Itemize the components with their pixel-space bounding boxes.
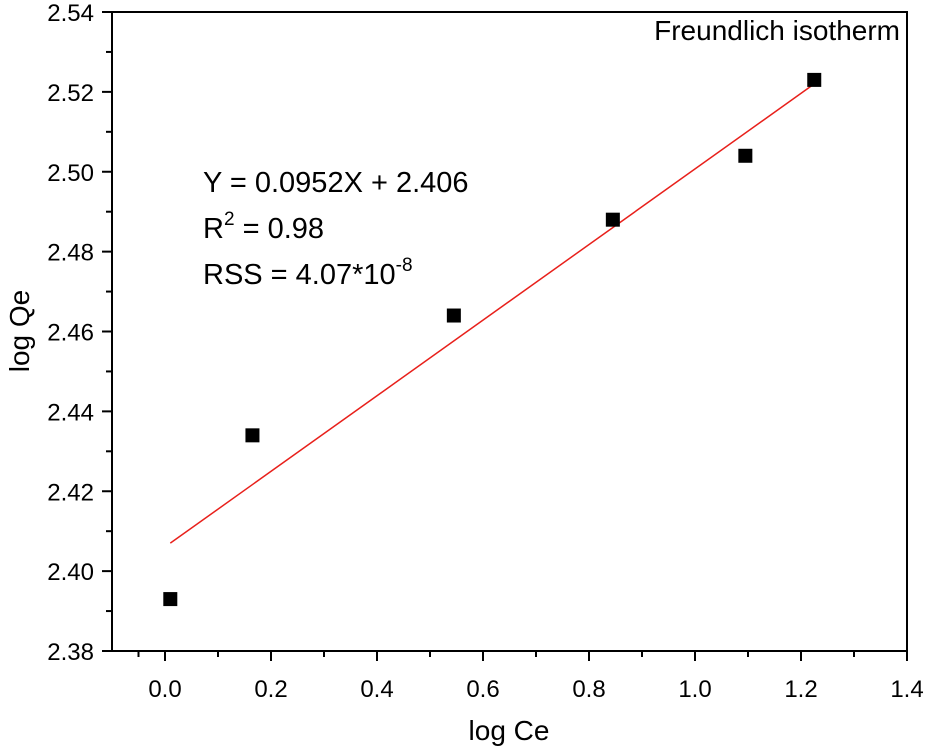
rss-superscript: -8 <box>396 255 413 276</box>
y-tick-label: 2.50 <box>47 160 94 187</box>
y-axis-ticks <box>102 11 112 652</box>
x-tick-label: 0.8 <box>572 676 605 703</box>
y-axis-tick-labels: 2.38 2.40 2.42 2.44 2.46 2.48 2.50 2.52 2.54 <box>47 0 94 666</box>
data-point <box>245 428 260 443</box>
x-axis-ticks <box>137 651 908 661</box>
fit-equation: Y = 0.0952X + 2.406 <box>203 167 469 199</box>
x-axis-title: log Ce <box>469 715 550 746</box>
x-tick-label: 0.0 <box>148 676 181 703</box>
r-squared: R2 = 0.98 <box>203 209 324 245</box>
y-tick-label: 2.46 <box>47 320 94 347</box>
x-tick-label: 0.4 <box>360 676 393 703</box>
rss-prefix: RSS = 4.07*10 <box>203 259 396 291</box>
r-squared-prefix: R <box>203 213 224 245</box>
y-axis-title: log Qe <box>4 290 35 373</box>
x-tick-label: 1.0 <box>678 676 711 703</box>
x-tick-label: 1.4 <box>890 676 923 703</box>
y-tick-label: 2.52 <box>47 80 94 107</box>
r-squared-value: = 0.98 <box>235 213 325 245</box>
r-squared-superscript: 2 <box>224 209 235 230</box>
x-tick-label: 0.2 <box>254 676 287 703</box>
data-point <box>163 592 178 607</box>
data-point <box>605 212 620 227</box>
data-points <box>163 72 822 607</box>
y-tick-label: 2.40 <box>47 559 94 586</box>
chart-title: Freundlich isotherm <box>654 15 900 46</box>
data-point <box>807 72 822 87</box>
data-point <box>738 148 753 163</box>
rss-value: RSS = 4.07*10-8 <box>203 255 413 291</box>
plot-frame <box>111 11 908 652</box>
y-tick-label: 2.38 <box>47 639 94 666</box>
x-tick-label: 1.2 <box>784 676 817 703</box>
fit-line <box>169 83 815 544</box>
y-tick-label: 2.42 <box>47 479 94 506</box>
x-tick-label: 0.6 <box>466 676 499 703</box>
data-point <box>446 308 461 323</box>
x-axis-tick-labels: 0.0 0.2 0.4 0.6 0.8 1.0 1.2 1.4 <box>148 676 923 703</box>
y-tick-label: 2.44 <box>47 399 94 426</box>
y-tick-label: 2.48 <box>47 240 94 267</box>
y-tick-label: 2.54 <box>47 0 94 27</box>
